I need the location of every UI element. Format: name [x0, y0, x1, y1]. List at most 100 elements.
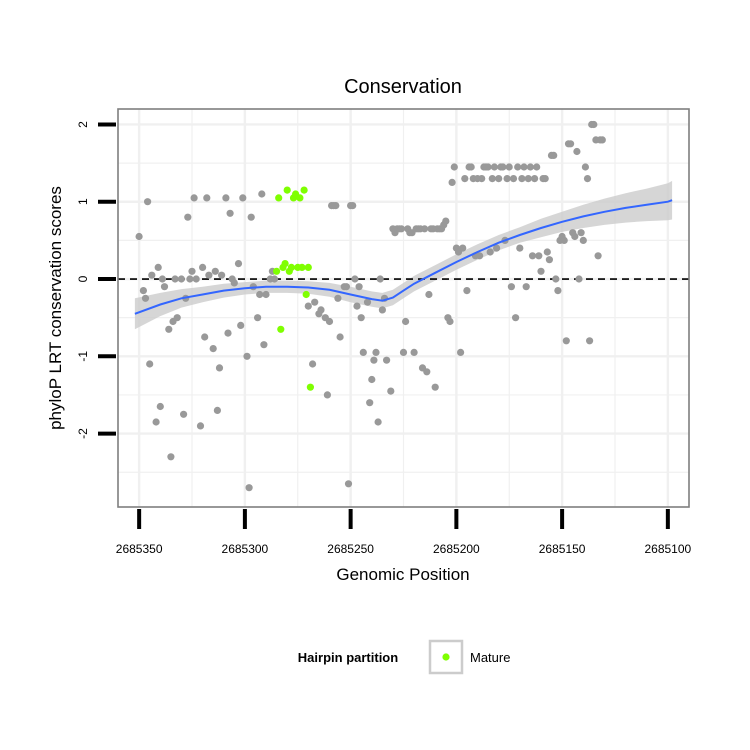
data-point	[598, 136, 606, 144]
mature-points-layer	[273, 186, 314, 391]
mature-point	[277, 325, 285, 333]
grid-lines	[118, 109, 689, 507]
x-tick-label: 2685100	[644, 542, 691, 556]
smooth-line-layer	[134, 199, 673, 315]
data-point	[383, 356, 391, 364]
data-point	[511, 314, 520, 322]
data-point	[509, 175, 518, 183]
data-point	[522, 283, 530, 291]
data-point	[317, 306, 325, 314]
data-point	[484, 163, 492, 171]
data-point	[425, 290, 433, 299]
data-point	[541, 175, 549, 183]
data-point	[190, 194, 198, 202]
data-point	[215, 364, 224, 372]
data-point	[387, 387, 395, 395]
data-point	[505, 163, 513, 171]
data-point	[537, 267, 545, 275]
data-point	[526, 163, 535, 171]
data-point	[577, 229, 585, 237]
x-axis-ticks: 2685350 2685300 2685250 2685200 2685150 26851…	[116, 509, 692, 556]
data-point	[579, 236, 587, 244]
data-point	[146, 360, 154, 368]
data-point	[518, 175, 526, 183]
data-point	[363, 298, 372, 306]
data-point	[158, 275, 166, 283]
data-point	[421, 225, 429, 233]
data-point	[486, 248, 494, 256]
data-point	[243, 352, 251, 360]
data-point	[581, 163, 590, 171]
data-point	[507, 283, 515, 291]
mature-point	[304, 263, 312, 271]
data-point	[218, 271, 226, 279]
data-point	[459, 244, 467, 252]
data-point	[336, 333, 344, 341]
data-point	[543, 248, 551, 256]
legend-key-mature-point	[442, 653, 450, 661]
data-point	[309, 360, 317, 368]
data-point	[205, 271, 213, 279]
legend-title: Hairpin partition	[298, 650, 398, 665]
data-point	[554, 287, 562, 295]
data-point	[446, 317, 454, 326]
data-point	[342, 283, 350, 291]
data-point	[239, 194, 247, 202]
data-point	[148, 271, 156, 279]
mature-point	[273, 267, 281, 275]
data-point	[152, 418, 160, 426]
mature-point	[302, 290, 310, 299]
mature-point	[275, 194, 283, 202]
data-point	[173, 314, 181, 322]
mature-point	[306, 383, 314, 391]
mature-point	[283, 186, 291, 194]
data-point	[311, 298, 319, 306]
data-point	[334, 294, 342, 302]
data-point	[495, 175, 503, 183]
data-point	[349, 202, 357, 210]
data-point	[359, 348, 367, 356]
data-point	[209, 345, 217, 353]
data-point	[370, 356, 378, 364]
data-point	[552, 275, 560, 283]
data-point	[211, 267, 219, 275]
x-tick-label: 2685300	[222, 542, 269, 556]
x-axis-title: Genomic Position	[336, 565, 469, 584]
data-point	[545, 256, 554, 264]
data-point	[260, 341, 268, 349]
data-point	[467, 163, 475, 171]
y-tick-label: 0	[76, 275, 90, 282]
data-point	[332, 202, 340, 210]
data-point	[397, 225, 405, 233]
data-point	[237, 321, 245, 329]
data-point	[535, 252, 543, 260]
data-point	[144, 198, 152, 206]
data-point	[254, 314, 262, 322]
data-point	[583, 175, 592, 183]
smooth-line	[134, 199, 673, 315]
data-point	[586, 337, 594, 345]
y-tick-label: -2	[76, 428, 90, 439]
data-point	[376, 275, 384, 283]
data-point	[372, 348, 380, 356]
data-point	[355, 283, 363, 291]
data-point	[575, 275, 583, 283]
data-point	[203, 194, 211, 202]
chart-title: Conservation	[344, 76, 462, 98]
data-point	[245, 484, 253, 492]
data-point	[224, 329, 232, 337]
mature-point	[298, 263, 306, 271]
data-point	[499, 163, 507, 171]
data-point	[461, 175, 469, 183]
data-point	[450, 163, 458, 171]
data-point	[222, 194, 230, 202]
data-point	[196, 422, 205, 430]
data-point	[378, 306, 386, 314]
data-point	[476, 252, 484, 260]
mature-point	[296, 194, 304, 202]
data-point	[488, 175, 496, 183]
data-point	[478, 175, 486, 183]
data-point	[201, 333, 209, 341]
